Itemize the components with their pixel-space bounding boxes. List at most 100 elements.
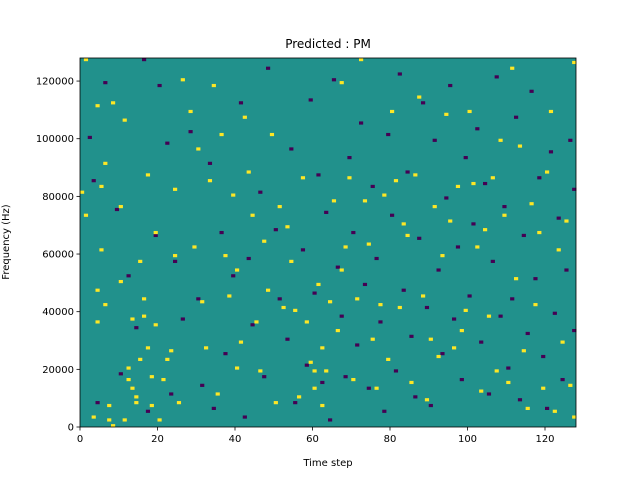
- high-cell-26: [138, 357, 143, 361]
- high-cell-144: [564, 219, 569, 223]
- high-cell-101: [397, 305, 402, 310]
- plot-frame: [79, 57, 577, 428]
- low-cell-37: [304, 363, 309, 367]
- low-cell-46: [339, 314, 344, 318]
- y-axis-label: Frequency (Hz): [1, 204, 12, 280]
- low-cell-8: [142, 58, 147, 62]
- high-cell-28: [142, 314, 147, 318]
- high-cell-117: [459, 328, 464, 333]
- low-cell-42: [324, 210, 329, 214]
- low-cell-15: [180, 317, 185, 321]
- low-cell-49: [351, 230, 356, 235]
- high-cell-135: [529, 202, 534, 206]
- low-cell-104: [564, 268, 569, 272]
- high-cell-52: [223, 254, 228, 258]
- low-cell-73: [444, 196, 449, 200]
- high-cell-38: [169, 349, 174, 353]
- low-cell-44: [331, 78, 337, 82]
- high-cell-41: [176, 401, 182, 405]
- low-cell-100: [548, 150, 554, 154]
- low-cell-2: [95, 401, 100, 405]
- low-cell-82: [479, 340, 484, 344]
- high-cell-9: [103, 161, 108, 165]
- high-cell-60: [250, 213, 255, 217]
- low-cell-53: [366, 386, 371, 390]
- low-cell-88: [502, 205, 507, 209]
- high-cell-10: [103, 303, 108, 307]
- high-cell-70: [289, 259, 294, 263]
- high-cell-100: [393, 179, 399, 183]
- low-cell-83: [483, 181, 488, 186]
- low-cell-107: [572, 328, 577, 333]
- high-cell-128: [502, 213, 507, 217]
- low-cell-101: [552, 311, 557, 315]
- high-cell-13: [111, 101, 116, 105]
- x-tick-label-2: 40: [229, 434, 242, 445]
- low-cell-90: [510, 297, 515, 301]
- high-cell-56: [235, 366, 240, 370]
- high-cell-21: [130, 386, 135, 390]
- high-cell-32: [149, 403, 154, 408]
- low-cell-59: [390, 213, 395, 217]
- low-cell-94: [525, 331, 530, 336]
- low-cell-70: [432, 138, 437, 142]
- low-cell-54: [370, 184, 375, 189]
- low-cell-9: [145, 409, 151, 413]
- low-cell-85: [490, 259, 495, 263]
- low-cell-23: [231, 274, 236, 278]
- low-cell-22: [223, 352, 228, 356]
- high-cell-84: [335, 328, 340, 333]
- high-cell-147: [572, 60, 577, 65]
- high-cell-25: [138, 259, 143, 263]
- low-cell-91: [514, 115, 519, 119]
- y-tick-label-2: 40000: [42, 307, 74, 318]
- high-cell-115: [452, 346, 457, 350]
- high-cell-1: [83, 58, 89, 62]
- low-cell-21: [219, 230, 224, 235]
- low-cell-32: [277, 297, 282, 301]
- high-cell-132: [517, 144, 523, 148]
- high-cell-136: [533, 303, 538, 307]
- low-cell-68: [424, 305, 430, 310]
- low-cell-92: [517, 398, 523, 402]
- low-cell-39: [312, 291, 317, 295]
- y-tick-label-1: 20000: [42, 365, 74, 376]
- high-cell-12: [107, 418, 112, 422]
- high-cell-30: [145, 346, 151, 350]
- low-cell-7: [134, 326, 139, 330]
- high-cell-109: [428, 337, 433, 341]
- low-cell-93: [521, 233, 526, 238]
- low-cell-87: [498, 314, 503, 318]
- low-cell-78: [463, 156, 468, 160]
- low-cell-69: [428, 403, 433, 408]
- low-cell-96: [533, 277, 538, 281]
- high-cell-131: [514, 277, 519, 281]
- low-cell-55: [374, 256, 379, 261]
- low-cell-86: [494, 75, 499, 79]
- high-cell-31: [149, 375, 154, 379]
- high-cell-4: [95, 104, 100, 108]
- x-tick-label-5: 100: [458, 434, 477, 445]
- high-cell-83: [331, 199, 337, 203]
- low-cell-29: [262, 375, 267, 379]
- x-axis-label: Time step: [302, 458, 352, 469]
- low-cell-62: [401, 288, 406, 292]
- low-cell-18: [200, 383, 205, 387]
- low-cell-102: [556, 216, 561, 220]
- high-cell-3: [91, 415, 96, 419]
- high-cell-69: [285, 225, 290, 229]
- low-cell-47: [343, 375, 348, 379]
- high-cell-27: [142, 297, 147, 301]
- high-cell-87: [343, 245, 348, 249]
- chart-title: Predicted : PM: [285, 37, 371, 51]
- high-cell-20: [126, 377, 131, 382]
- low-cell-60: [393, 369, 399, 373]
- high-cell-133: [521, 349, 526, 353]
- high-cell-142: [556, 248, 561, 252]
- high-cell-74: [304, 320, 309, 324]
- high-cell-111: [436, 354, 441, 359]
- low-cell-75: [452, 317, 457, 321]
- low-cell-28: [258, 190, 263, 194]
- high-cell-72: [297, 395, 302, 399]
- high-cell-54: [231, 193, 236, 197]
